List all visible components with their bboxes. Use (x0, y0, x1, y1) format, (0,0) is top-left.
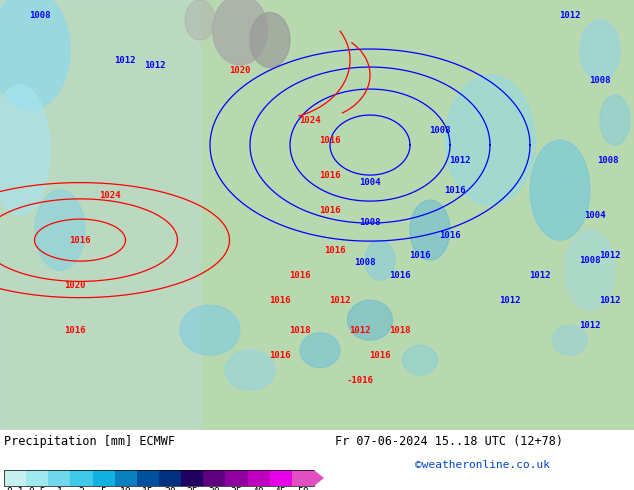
Text: 1012: 1012 (114, 55, 136, 65)
Text: 1012: 1012 (499, 295, 521, 305)
Ellipse shape (35, 190, 85, 270)
Text: Precipitation [mm] ECMWF: Precipitation [mm] ECMWF (4, 435, 175, 448)
Text: 1020: 1020 (64, 281, 86, 290)
Text: 1016: 1016 (439, 231, 461, 240)
Ellipse shape (0, 85, 50, 215)
Text: 0.1: 0.1 (6, 487, 24, 490)
Text: 15: 15 (142, 487, 154, 490)
Text: 1012: 1012 (599, 295, 621, 305)
Ellipse shape (365, 240, 395, 280)
Ellipse shape (552, 325, 588, 355)
Text: 1020: 1020 (230, 66, 251, 74)
Ellipse shape (185, 0, 215, 40)
Bar (4, 470, 26, 486)
Text: 10: 10 (120, 487, 132, 490)
Text: 1008: 1008 (29, 10, 51, 20)
Text: 1012: 1012 (349, 326, 371, 335)
Text: ©weatheronline.co.uk: ©weatheronline.co.uk (415, 460, 550, 470)
Text: 1016: 1016 (320, 171, 340, 180)
Ellipse shape (580, 20, 620, 80)
Text: 1012: 1012 (450, 156, 471, 165)
Ellipse shape (300, 333, 340, 368)
Text: 45: 45 (275, 487, 287, 490)
Bar (70, 470, 93, 486)
Bar (181, 470, 204, 486)
Text: 1008: 1008 (354, 258, 376, 267)
Bar (159, 470, 181, 486)
Text: 30: 30 (209, 487, 220, 490)
Text: 1016: 1016 (320, 136, 340, 145)
Text: 50: 50 (297, 487, 309, 490)
Bar (269, 470, 292, 486)
Text: 5: 5 (101, 487, 107, 490)
Text: 1016: 1016 (269, 351, 291, 360)
Bar (0, 0, 200, 430)
Bar (292, 470, 314, 486)
Ellipse shape (0, 0, 70, 110)
Ellipse shape (410, 200, 450, 260)
Text: 1008: 1008 (359, 218, 381, 226)
Text: 1024: 1024 (299, 116, 321, 124)
Text: 1012: 1012 (529, 270, 551, 280)
Text: 1016: 1016 (410, 250, 430, 260)
Text: 0.5: 0.5 (29, 487, 46, 490)
Bar (93, 470, 115, 486)
Text: 1018: 1018 (389, 326, 411, 335)
Text: 1012: 1012 (559, 10, 581, 20)
Ellipse shape (225, 350, 275, 390)
Text: 1008: 1008 (589, 75, 611, 85)
Text: 1024: 1024 (100, 191, 120, 199)
Ellipse shape (600, 95, 630, 145)
Text: 25: 25 (186, 487, 198, 490)
Bar (26, 470, 48, 486)
Text: 1016: 1016 (389, 270, 411, 280)
Text: 35: 35 (231, 487, 242, 490)
Ellipse shape (347, 300, 392, 340)
Text: 1004: 1004 (585, 211, 605, 220)
Text: 1: 1 (56, 487, 62, 490)
Text: 1012: 1012 (579, 320, 601, 330)
Text: 1016: 1016 (69, 236, 91, 245)
Text: 1016: 1016 (320, 206, 340, 215)
Text: 40: 40 (253, 487, 264, 490)
Text: 1008: 1008 (429, 125, 451, 135)
Bar (247, 470, 269, 486)
Text: 1016: 1016 (369, 351, 391, 360)
Text: Fr 07-06-2024 15..18 UTC (12+78): Fr 07-06-2024 15..18 UTC (12+78) (335, 435, 563, 448)
Text: 1004: 1004 (359, 177, 381, 187)
Ellipse shape (445, 75, 535, 205)
Text: 2: 2 (79, 487, 84, 490)
Text: -1016: -1016 (347, 376, 373, 385)
Bar (137, 470, 159, 486)
Text: 1016: 1016 (444, 186, 466, 195)
Text: 1008: 1008 (579, 256, 601, 265)
Bar (4, 470, 314, 486)
Text: 20: 20 (164, 487, 176, 490)
Bar (48, 470, 70, 486)
Text: 1018: 1018 (289, 326, 311, 335)
Polygon shape (314, 470, 324, 486)
Ellipse shape (403, 345, 437, 375)
Ellipse shape (250, 13, 290, 68)
Ellipse shape (565, 230, 615, 310)
Text: 1012: 1012 (599, 250, 621, 260)
Text: 1008: 1008 (597, 156, 619, 165)
Ellipse shape (180, 305, 240, 355)
Ellipse shape (530, 140, 590, 240)
Text: 1016: 1016 (324, 245, 346, 255)
Ellipse shape (212, 0, 268, 65)
Text: 1016: 1016 (269, 295, 291, 305)
Bar (115, 470, 137, 486)
Text: 1012: 1012 (329, 295, 351, 305)
Text: 1012: 1012 (145, 61, 165, 70)
Text: 1016: 1016 (289, 270, 311, 280)
Bar (226, 470, 247, 486)
Bar (204, 470, 226, 486)
Text: 1016: 1016 (64, 326, 86, 335)
